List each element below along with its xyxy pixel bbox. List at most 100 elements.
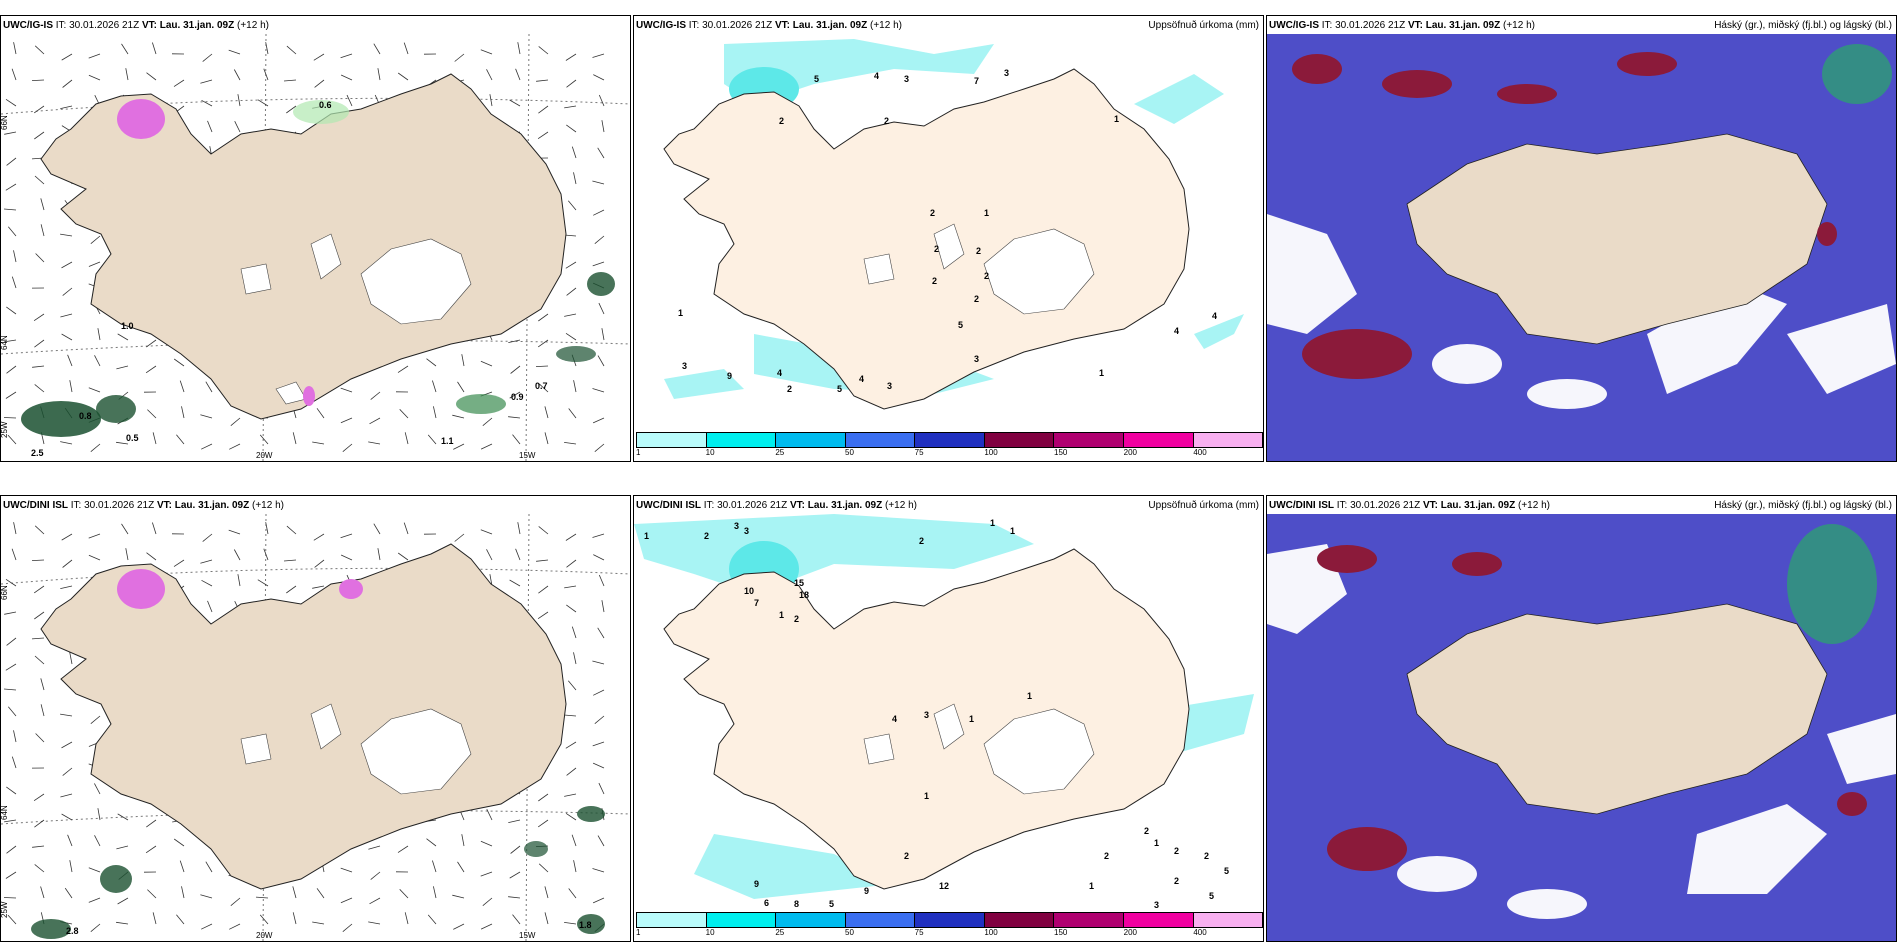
model-name: UWC/DINI ISL bbox=[636, 500, 701, 511]
wind-barb bbox=[229, 923, 241, 930]
wind-barb bbox=[312, 585, 325, 589]
wind-barb bbox=[125, 548, 129, 561]
wind-barb bbox=[313, 53, 325, 61]
svg-text:5: 5 bbox=[837, 384, 842, 394]
panel-bottom-mid: UWC/DINI ISL IT: 30.01.2026 21Z VT: Lau.… bbox=[633, 495, 1264, 942]
wind-barb bbox=[263, 548, 269, 561]
wind-barb bbox=[512, 914, 521, 925]
wind-barb bbox=[6, 157, 17, 166]
svg-text:3: 3 bbox=[682, 361, 687, 371]
cloud-map bbox=[1267, 514, 1896, 941]
valid-time: VT: Lau. 31.jan. 09Z bbox=[156, 500, 250, 511]
wind-barb bbox=[480, 840, 493, 847]
svg-text:3: 3 bbox=[974, 354, 979, 364]
wind-barb bbox=[486, 549, 493, 561]
wind-barb bbox=[515, 548, 521, 561]
wind-barb bbox=[538, 585, 549, 594]
wind-barb bbox=[7, 226, 17, 237]
wind-barb bbox=[3, 208, 17, 211]
wind-barb bbox=[592, 417, 605, 424]
wind-barb bbox=[116, 921, 129, 925]
colorbar-cell bbox=[637, 433, 707, 447]
wind-barb bbox=[117, 333, 129, 341]
wind-barb bbox=[265, 522, 269, 535]
svg-text:4: 4 bbox=[892, 714, 897, 724]
colorbar: 1 10 25 50 75 100 150 200 400 bbox=[636, 432, 1263, 458]
precip-map: 3 1 2 3 2 1 1 15 18 10 7 1 2 4 3 1 1 1 2… bbox=[634, 514, 1254, 910]
wind-barb bbox=[94, 783, 101, 795]
wind-barb bbox=[33, 585, 45, 594]
wind-barb bbox=[397, 72, 409, 81]
wind-barb bbox=[566, 79, 577, 88]
svg-text:1: 1 bbox=[1154, 838, 1159, 848]
wind-barb bbox=[121, 43, 129, 55]
wind-barb bbox=[173, 838, 185, 847]
wind-barb bbox=[201, 579, 213, 587]
wind-barb bbox=[563, 714, 577, 717]
wind-barb bbox=[313, 533, 325, 541]
colorbar-cell bbox=[706, 433, 777, 447]
map-title: Háský (gr.), miðský (fj.bl.) og lágský (… bbox=[1714, 20, 1892, 31]
wind-barb bbox=[265, 42, 269, 55]
wind-barb bbox=[233, 69, 241, 81]
wind-barb bbox=[13, 250, 17, 263]
colorbar-tick: 1 bbox=[636, 448, 641, 457]
wind-barb bbox=[88, 897, 101, 903]
wind-barb bbox=[33, 105, 45, 114]
wind-barb bbox=[486, 809, 493, 821]
wind-barb bbox=[121, 523, 129, 535]
colorbar-tick: 25 bbox=[775, 928, 785, 937]
wind-barb bbox=[593, 209, 605, 216]
wind-barb bbox=[564, 922, 577, 925]
wind-barb bbox=[373, 43, 381, 55]
wind-barb bbox=[368, 441, 381, 445]
init-time: IT: 30.01.2026 21Z bbox=[703, 500, 788, 511]
wind-barb bbox=[34, 525, 45, 535]
wind-barb bbox=[565, 332, 577, 341]
wind-barb bbox=[592, 533, 605, 538]
panel-bottom-left: UWC/DINI ISL IT: 30.01.2026 21Z VT: Lau.… bbox=[0, 495, 631, 942]
svg-text:3: 3 bbox=[904, 74, 909, 84]
svg-text:1: 1 bbox=[678, 308, 683, 318]
svg-text:8: 8 bbox=[794, 899, 799, 909]
wind-barb bbox=[255, 896, 269, 899]
wind-barb bbox=[592, 388, 605, 393]
wind-barb bbox=[34, 819, 45, 828]
wind-barb bbox=[88, 53, 101, 59]
wind-barb bbox=[597, 147, 605, 159]
wind-barb bbox=[536, 79, 549, 82]
wind-barb bbox=[571, 146, 577, 159]
svg-text:2: 2 bbox=[974, 294, 979, 304]
colorbar-cell bbox=[776, 913, 846, 927]
wind-barb bbox=[7, 914, 17, 925]
svg-text:1: 1 bbox=[1089, 881, 1094, 891]
svg-text:4: 4 bbox=[874, 71, 879, 81]
svg-text:5: 5 bbox=[1209, 891, 1214, 901]
svg-text:1: 1 bbox=[779, 610, 784, 620]
wind-barb bbox=[593, 554, 605, 561]
wind-barb bbox=[6, 845, 17, 854]
svg-text:2: 2 bbox=[704, 531, 709, 541]
iceland-land bbox=[1406, 133, 1828, 345]
wind-barb bbox=[567, 200, 577, 211]
wind-barb bbox=[31, 559, 45, 561]
colorbar-tick: 400 bbox=[1193, 448, 1207, 457]
svg-text:1: 1 bbox=[1010, 526, 1015, 536]
wind-barb bbox=[535, 365, 549, 367]
svg-text:2: 2 bbox=[932, 276, 937, 286]
wind-barb bbox=[3, 417, 17, 419]
wind-barb bbox=[427, 434, 437, 445]
model-name: UWC/IG-IS bbox=[636, 20, 686, 31]
wind-barb bbox=[176, 914, 185, 925]
wind-barb bbox=[34, 45, 45, 55]
wind-barb bbox=[508, 339, 521, 343]
wind-barb bbox=[200, 894, 213, 899]
wind-barb bbox=[145, 365, 157, 374]
colorbar-cell bbox=[1193, 913, 1263, 927]
wind-barb bbox=[598, 94, 605, 107]
wind-barb bbox=[61, 533, 73, 541]
wind-barb bbox=[61, 741, 73, 749]
wind-barb bbox=[69, 652, 73, 665]
wind-barb bbox=[230, 897, 241, 907]
wind-barb bbox=[565, 533, 577, 541]
